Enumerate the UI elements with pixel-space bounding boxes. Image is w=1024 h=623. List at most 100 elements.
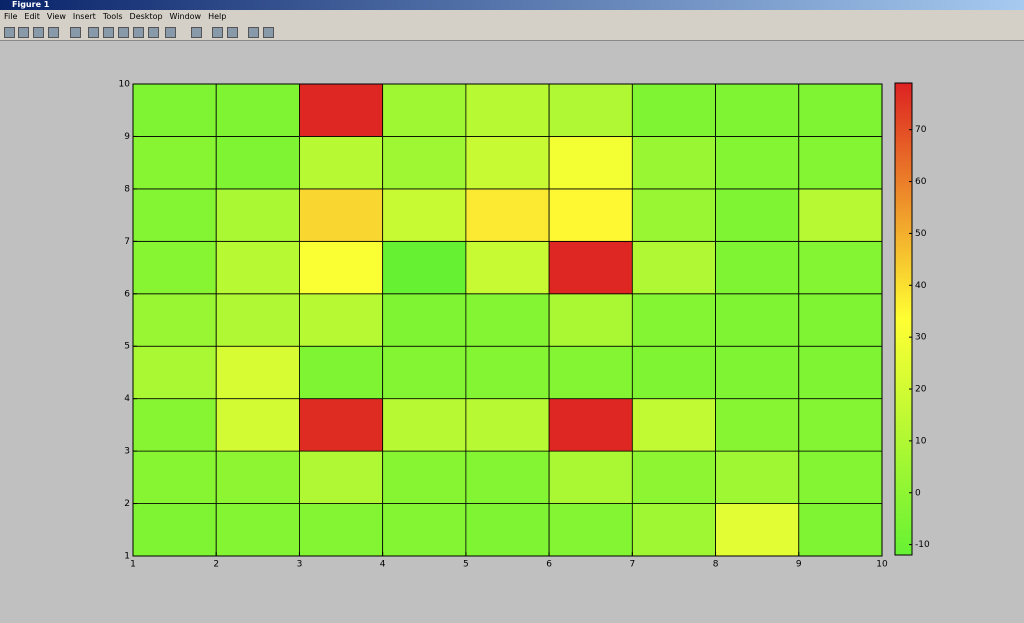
window-title: Figure 1 (12, 0, 50, 9)
cell (299, 83, 384, 137)
cell (631, 240, 716, 295)
menu-item[interactable]: Help (208, 12, 227, 21)
menu-item[interactable]: Insert (72, 12, 96, 21)
axes-frame (132, 83, 883, 557)
cell (798, 188, 883, 242)
cell (548, 345, 633, 400)
cell (798, 83, 883, 137)
x-tick-label: 4 (380, 560, 386, 570)
cell (299, 503, 384, 557)
cell (465, 503, 550, 557)
cell (215, 503, 300, 557)
tool-icon[interactable] (18, 27, 29, 38)
cell (465, 240, 550, 295)
tool-icon[interactable] (148, 27, 159, 38)
y-tick-label: 8 (124, 184, 130, 194)
cell (132, 83, 217, 137)
cell (798, 450, 883, 504)
cell (548, 136, 633, 190)
cell (465, 136, 550, 190)
menu-bar: File Edit View Insert Tools Desktop Window Help (0, 10, 1024, 24)
cell (299, 136, 384, 190)
colorbar-tick-label: 0 (915, 488, 921, 498)
cell (715, 450, 800, 504)
tool-icon[interactable] (88, 27, 99, 38)
cell (215, 450, 300, 504)
cell (715, 83, 800, 137)
tool-icon[interactable] (248, 27, 259, 38)
title-bar: Figure 1 (0, 0, 1024, 10)
cell (132, 240, 217, 295)
cell (798, 136, 883, 190)
cell (299, 188, 384, 242)
cell (132, 293, 217, 347)
tool-icon[interactable] (133, 27, 144, 38)
tool-icon[interactable] (103, 27, 114, 38)
menu-item[interactable]: View (46, 12, 66, 21)
tool-icon[interactable] (4, 27, 15, 38)
tool-icon[interactable] (212, 27, 223, 38)
colorbar-tick-label: 10 (915, 436, 927, 446)
cell (631, 293, 716, 347)
tool-icon[interactable] (48, 27, 59, 38)
colorbar-tick-label: 50 (915, 229, 927, 239)
colorbar-tick-label: 40 (915, 281, 927, 291)
cell (215, 188, 300, 242)
cell (548, 450, 633, 504)
cell (299, 345, 384, 400)
toolbar (0, 24, 1024, 41)
colorbar-tick-label: 60 (915, 177, 927, 187)
colorbar-tick-label: 30 (915, 333, 927, 343)
tool-icon[interactable] (165, 27, 176, 38)
cell (798, 345, 883, 400)
cell (215, 83, 300, 137)
cell (382, 398, 467, 452)
cell (215, 293, 300, 347)
x-tick-label: 1 (130, 560, 136, 570)
colorbar-tick-label: -10 (915, 540, 930, 550)
tool-icon[interactable] (191, 27, 202, 38)
tool-icon[interactable] (70, 27, 81, 38)
cell (548, 240, 633, 295)
cell (465, 450, 550, 504)
x-tick-label: 2 (213, 560, 219, 570)
colorbar-tick-label: 20 (915, 385, 927, 395)
cell (132, 450, 217, 504)
menu-item[interactable]: Desktop (129, 12, 163, 21)
cell (548, 293, 633, 347)
tool-icon[interactable] (227, 27, 238, 38)
cell (382, 503, 467, 557)
cell (382, 450, 467, 504)
cell (382, 188, 467, 242)
cell (132, 188, 217, 242)
cell (382, 83, 467, 137)
y-tick-label: 4 (124, 394, 130, 404)
menu-item[interactable]: File (4, 12, 18, 21)
x-tick-label: 5 (463, 560, 469, 570)
cell (382, 345, 467, 400)
cell (215, 398, 300, 452)
tool-icon[interactable] (33, 27, 44, 38)
tool-icon[interactable] (263, 27, 274, 38)
cell (631, 345, 716, 400)
cell (715, 503, 800, 557)
cell (299, 450, 384, 504)
menu-item[interactable]: Tools (102, 12, 123, 21)
menu-item[interactable]: Window (169, 12, 202, 21)
cell (132, 136, 217, 190)
tool-icon[interactable] (118, 27, 129, 38)
cell (548, 188, 633, 242)
x-tick-label: 10 (876, 560, 888, 570)
cell (382, 136, 467, 190)
cell (465, 188, 550, 242)
x-tick-label: 8 (713, 560, 719, 570)
cell (631, 503, 716, 557)
cell (465, 293, 550, 347)
cell (715, 345, 800, 400)
cell (631, 83, 716, 137)
menu-item[interactable]: Edit (24, 12, 40, 21)
cell (465, 83, 550, 137)
cell (465, 345, 550, 400)
